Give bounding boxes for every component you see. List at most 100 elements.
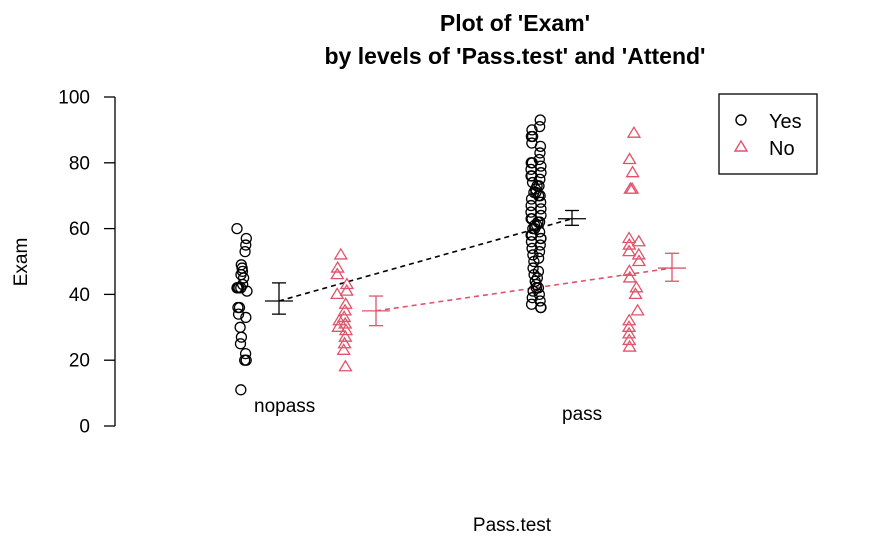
legend-label-no: No [769, 138, 795, 160]
data-point-no-pass [629, 280, 644, 293]
data-point-yes-nopass [239, 347, 252, 360]
mean-line-no [375, 267, 673, 312]
data-point-no-nopass [337, 310, 352, 323]
data-point-yes-pass [526, 292, 538, 304]
error-bars [265, 209, 686, 327]
data-point-yes-pass [535, 203, 547, 215]
data-point-no-nopass [338, 297, 353, 309]
legend-box [718, 93, 818, 175]
chart-title-line1: Plot of 'Exam' [440, 10, 590, 36]
data-point-no-pass [622, 237, 637, 250]
data-point-no-nopass [333, 247, 348, 260]
data-point-no-pass [622, 313, 637, 326]
category-label-pass: pass [562, 404, 602, 425]
legend-triangle-icon [733, 139, 749, 152]
data-point-no-nopass [331, 320, 346, 332]
data-point-yes-pass [526, 130, 539, 143]
data-point-no-pass [621, 326, 637, 339]
data-point-yes-pass [525, 163, 537, 176]
data-point-yes-nopass [240, 311, 252, 324]
y-axis-ticks: 0 20 40 60 80 100 [58, 88, 115, 438]
data-point-yes-pass [529, 275, 541, 287]
data-point-no-nopass [338, 329, 353, 342]
data-point-no-pass [625, 165, 640, 178]
data-point-no-nopass [339, 277, 355, 290]
data-point-no-nopass [330, 260, 345, 273]
data-point-no-pass [622, 333, 637, 346]
data-point-no-pass [622, 270, 637, 283]
data-point-no-pass [622, 339, 637, 352]
data-point-yes-nopass [233, 301, 246, 314]
data-point-yes-nopass [236, 265, 249, 278]
data-point-no-pass [623, 181, 638, 194]
data-point-yes-nopass [235, 259, 247, 271]
data-point-yes-nopass [240, 232, 252, 245]
y-tick-label: 100 [58, 88, 90, 109]
data-point-no-nopass [337, 303, 353, 316]
legend-label-yes: Yes [769, 111, 802, 133]
data-point-yes-pass [533, 153, 545, 166]
data-point-yes-nopass [235, 331, 248, 343]
data-point-yes-nopass [239, 245, 251, 258]
data-point-yes-nopass [235, 384, 247, 396]
data-point-yes-pass [525, 170, 537, 182]
y-tick-label: 40 [69, 285, 90, 306]
data-point-yes-pass [534, 114, 546, 126]
data-point-no-pass [622, 152, 637, 165]
data-point-no-pass [631, 247, 646, 260]
data-point-yes-nopass [234, 321, 246, 333]
x-axis-label: Pass.test [473, 515, 552, 536]
data-point-no-nopass [338, 359, 353, 372]
data-point-yes-pass [533, 180, 545, 192]
data-point-yes-pass [527, 262, 539, 274]
data-point-yes-pass [527, 249, 539, 261]
legend: Yes No [718, 93, 818, 175]
y-axis-label: Exam [11, 238, 32, 287]
data-point-yes-pass [526, 124, 538, 136]
y-tick-label: 20 [69, 351, 90, 372]
data-point-yes-pass [532, 252, 545, 264]
data-point-yes-pass [533, 245, 546, 258]
y-tick-label: 60 [69, 219, 90, 240]
data-point-yes-pass [526, 137, 538, 149]
data-point-yes-pass [535, 167, 547, 179]
data-point-no-nopass [336, 343, 351, 355]
data-point-no-pass [631, 254, 647, 267]
data-point-yes-pass [534, 147, 546, 159]
data-point-yes-nopass [240, 354, 252, 366]
data-point-no-pass [621, 231, 637, 244]
data-point-yes-pass [525, 213, 537, 225]
data-point-yes-pass [525, 206, 537, 218]
data-point-no-pass [621, 244, 637, 257]
data-point-no-nopass [339, 283, 354, 296]
data-point-no-nopass [337, 336, 352, 349]
data-point-yes-nopass [232, 308, 245, 320]
data-point-no-pass [626, 125, 642, 138]
data-points [231, 114, 647, 396]
data-point-no-nopass [338, 316, 353, 329]
y-tick-label: 0 [79, 417, 90, 438]
data-point-yes-pass [533, 288, 545, 301]
legend-circle-icon [735, 114, 747, 126]
data-point-no-nopass [329, 287, 345, 300]
data-point-yes-pass [535, 209, 547, 222]
data-point-yes-pass [526, 157, 538, 169]
data-point-no-nopass [332, 313, 347, 326]
data-point-yes-pass [534, 120, 546, 133]
chart-title-line2: by levels of 'Pass.test' and 'Attend' [324, 43, 705, 69]
mean-line-yes [278, 217, 573, 302]
data-point-yes-nopass [240, 239, 252, 251]
data-point-no-nopass [330, 267, 345, 280]
data-point-no-pass [621, 320, 637, 332]
data-point-no-pass [630, 303, 645, 316]
data-point-yes-nopass [231, 222, 243, 235]
data-point-yes-nopass [234, 338, 247, 350]
data-point-no-pass [628, 287, 643, 300]
data-point-yes-pass [526, 176, 539, 189]
mean-lines [278, 217, 673, 312]
y-tick-label: 80 [69, 153, 90, 174]
data-point-no-pass [631, 234, 646, 247]
data-point-no-pass [622, 264, 637, 277]
data-point-yes-pass [531, 272, 544, 284]
